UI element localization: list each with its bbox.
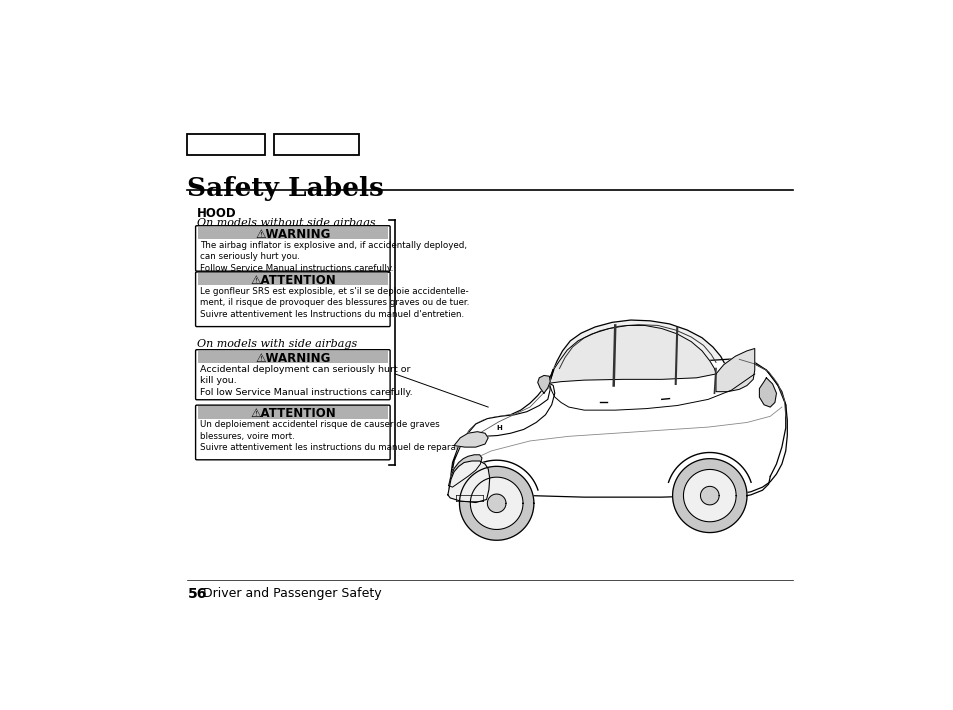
Text: ⚠WARNING: ⚠WARNING: [254, 351, 330, 365]
Text: The airbag inflator is explosive and, if accidentally deployed,
can seriously hu: The airbag inflator is explosive and, if…: [199, 241, 466, 273]
Polygon shape: [672, 459, 746, 532]
Polygon shape: [549, 325, 716, 383]
Polygon shape: [448, 455, 481, 487]
Polygon shape: [553, 320, 739, 370]
Polygon shape: [448, 383, 555, 493]
Text: Accidental deployment can seriously hurt or
kill you.
Fol low Service Manual ins: Accidental deployment can seriously hurt…: [199, 365, 412, 397]
Text: Le gonfleur SRS est explosible, et s'il se deploie accidentelle-
ment, il risque: Le gonfleur SRS est explosible, et s'il …: [199, 287, 469, 319]
Bar: [187, 134, 265, 155]
Polygon shape: [537, 376, 550, 393]
Text: 56: 56: [187, 587, 207, 601]
Polygon shape: [716, 349, 754, 392]
Bar: [197, 227, 388, 239]
Bar: [274, 134, 359, 155]
Polygon shape: [700, 486, 719, 505]
Text: On models without side airbags: On models without side airbags: [196, 218, 375, 228]
FancyBboxPatch shape: [195, 226, 390, 271]
Polygon shape: [447, 461, 489, 503]
Polygon shape: [459, 466, 534, 540]
Polygon shape: [448, 359, 786, 497]
Bar: [197, 406, 388, 419]
Polygon shape: [487, 494, 505, 513]
Polygon shape: [759, 378, 776, 407]
Text: HOOD: HOOD: [196, 207, 236, 220]
FancyBboxPatch shape: [195, 350, 390, 400]
Polygon shape: [470, 477, 522, 530]
Text: Safety Labels: Safety Labels: [187, 176, 384, 201]
Polygon shape: [454, 432, 488, 447]
Text: On models with side airbags: On models with side airbags: [196, 339, 356, 349]
Text: ⚠WARNING: ⚠WARNING: [254, 228, 330, 241]
Text: Driver and Passenger Safety: Driver and Passenger Safety: [203, 587, 381, 600]
Text: Un deploiement accidentel risque de causer de graves
blessures, voire mort.
Suiv: Un deploiement accidentel risque de caus…: [199, 420, 475, 452]
Text: ⚠ATTENTION: ⚠ATTENTION: [250, 274, 335, 287]
Text: H: H: [496, 425, 501, 431]
Bar: [197, 273, 388, 285]
Bar: [197, 351, 388, 364]
Polygon shape: [682, 469, 736, 522]
FancyBboxPatch shape: [195, 272, 390, 327]
FancyBboxPatch shape: [195, 405, 390, 460]
Text: ⚠ATTENTION: ⚠ATTENTION: [250, 407, 335, 420]
